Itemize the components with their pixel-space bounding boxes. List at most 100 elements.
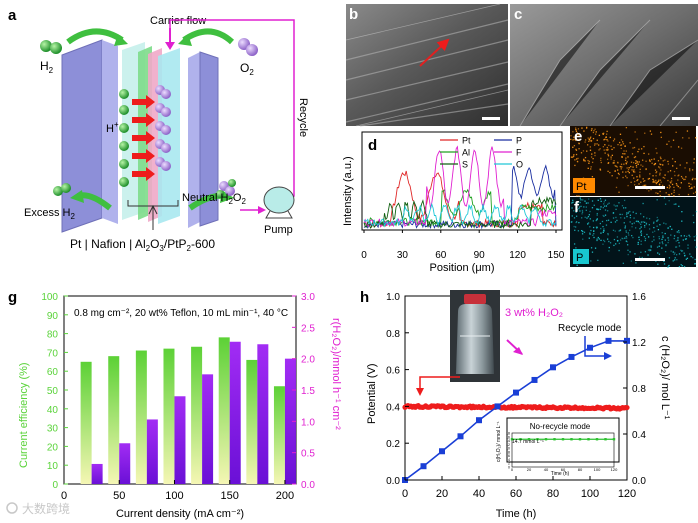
- g-xtick-label: 100: [165, 490, 183, 502]
- pump-icon: [263, 186, 295, 214]
- g-bar-rate: [257, 344, 269, 484]
- h-inset: No-recycle mode 0 20 40 60 80 100 120024681012…: [496, 417, 620, 477]
- panel-e: e Pt: [570, 126, 697, 197]
- h-xtick-label: 120: [618, 488, 636, 500]
- h-inset-point: [536, 438, 539, 441]
- h-xtick-label: 80: [547, 488, 559, 500]
- eds-tag-pt-text: Pt: [576, 181, 586, 193]
- d-legend-label: O: [516, 160, 523, 170]
- h-conc-annotation: 3 wt% H₂O₂: [505, 307, 563, 319]
- d-ylabel: Intensity (a.u.): [342, 156, 354, 226]
- proton-arrow: [132, 149, 155, 163]
- h-inset-ytick: 6: [508, 454, 510, 458]
- h2o2-bottle-photo: [450, 290, 500, 382]
- h-inset-label: 14.7 mmol L⁻¹: [512, 439, 544, 445]
- o2-label: O2: [240, 61, 254, 77]
- h-concentration-point: [587, 344, 593, 351]
- cathode-plate-side: [188, 52, 200, 228]
- g-bar-efficiency: [108, 356, 120, 484]
- sem-thickness-arrow: [419, 38, 450, 67]
- panel-d: d Pt P Al F S O 0 30 60 90 120 150 Position (μm) I…: [342, 131, 565, 274]
- h-ytick-left-label: 0.4: [386, 402, 400, 413]
- g-xtick-label: 200: [276, 490, 294, 502]
- carrier-flow-label: Carrier flow: [150, 15, 206, 27]
- h2-inflow-arrow: [66, 28, 124, 45]
- pump-label: Pump: [264, 224, 293, 236]
- h-concentration-point: [568, 353, 575, 360]
- d-xtick-label: 150: [548, 250, 565, 261]
- eds-tag-p: [573, 249, 589, 264]
- panel-e-label: e: [574, 128, 582, 145]
- h-ylabel-left: Potential (V): [366, 363, 378, 424]
- h-ytick-left-label: 1.0: [386, 292, 400, 303]
- g-bar-rate: [174, 396, 186, 484]
- scale-bar: [635, 258, 665, 261]
- h-concentration-point: [513, 389, 519, 396]
- h-inset-frame: [511, 432, 615, 468]
- h-sphere: [119, 89, 129, 99]
- carrier-flow-arrow: [165, 42, 175, 50]
- d-series-pt: [363, 170, 557, 229]
- g-ytick-left-label: 0: [52, 480, 58, 491]
- proton-arrow: [132, 167, 155, 181]
- g-bar-efficiency: [273, 386, 285, 484]
- g-ytick-left-label: 100: [41, 292, 58, 303]
- h-inset-xlabel: Time (h): [551, 471, 570, 477]
- panel-g: g 0 50 100 150 200 0 10 20 30 40 50 60 70 80 90 100 0.0 0…: [8, 289, 342, 520]
- h-inset-point: [527, 438, 531, 441]
- panel-g-label: g: [8, 289, 17, 306]
- proton-label: H+: [106, 120, 119, 135]
- h-inset-point: [544, 438, 548, 441]
- h-inset-ytick: 16: [506, 435, 510, 439]
- g-bar-rate: [284, 358, 296, 484]
- g-ytick-left-label: 30: [47, 424, 59, 435]
- h-ytick-left-label: 0.8: [386, 329, 400, 340]
- proton-column: [119, 89, 155, 187]
- g-ytick-right-label: 2.0: [301, 355, 315, 366]
- g-ytick-right-label: 0.0: [301, 480, 315, 491]
- scale-bar: [672, 117, 690, 120]
- g-ytick-right-label: 0.5: [301, 449, 315, 460]
- g-ytick-left-label: 90: [47, 311, 59, 322]
- h-xtick-label: 60: [510, 488, 522, 500]
- g-ytick-left-label: 10: [47, 461, 59, 472]
- proton-arrow: [132, 95, 155, 109]
- panel-h-label: h: [360, 289, 369, 306]
- g-ytick-left-label: 20: [47, 442, 59, 453]
- h-ytick-left-label: 0.6: [386, 366, 400, 377]
- h-inset-ytick: 12: [506, 443, 510, 447]
- h-inset-xtick: 20: [527, 467, 532, 472]
- proton-arrow: [132, 131, 155, 145]
- h-ytick-left-label: 0.2: [386, 439, 400, 450]
- proton-arrow: [132, 113, 155, 127]
- d-legend-label: P: [516, 136, 522, 146]
- h-concentration-point: [550, 364, 556, 371]
- h-inset-xtick: 100: [594, 467, 601, 472]
- panel-c-label: c: [514, 6, 522, 23]
- g-ylabel-right: r(H₂O₂)/mmol h⁻¹ cm⁻²: [330, 318, 342, 430]
- d-xtick-label: 30: [397, 250, 409, 261]
- h-inset-ytick: 18: [506, 432, 510, 436]
- g-ytick-left-label: 80: [47, 330, 59, 341]
- h-xtick-label: 20: [436, 488, 448, 500]
- h-sphere: [119, 159, 129, 169]
- h-inset-point: [519, 438, 522, 441]
- h-ylabel-right: c (H₂O₂)/ mol L⁻¹: [659, 336, 671, 420]
- d-xtick-label: 0: [361, 250, 367, 261]
- h-concentration-point: [531, 376, 538, 383]
- sem-image-b: [346, 4, 508, 126]
- h-ytick-left-label: 0.0: [386, 476, 400, 487]
- h-concentration-point: [476, 417, 482, 424]
- plot-frame-d: [361, 131, 563, 231]
- h-concentration-point: [457, 433, 464, 440]
- h-inset-point: [578, 438, 582, 441]
- panel-a-label: a: [8, 7, 17, 24]
- d-xlabel: Position (μm): [429, 262, 494, 274]
- h-inset-point: [587, 438, 590, 441]
- eds-tag-p-text: P: [576, 252, 583, 264]
- h-inset-title: No-recycle mode: [530, 422, 591, 431]
- h-inset-point: [553, 438, 556, 441]
- h-xlabel: Time (h): [496, 508, 537, 520]
- panel-c: c: [510, 4, 698, 127]
- d-series-o: [363, 202, 557, 228]
